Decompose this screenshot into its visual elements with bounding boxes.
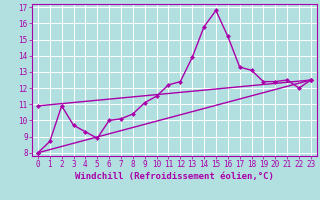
X-axis label: Windchill (Refroidissement éolien,°C): Windchill (Refroidissement éolien,°C) xyxy=(75,172,274,181)
